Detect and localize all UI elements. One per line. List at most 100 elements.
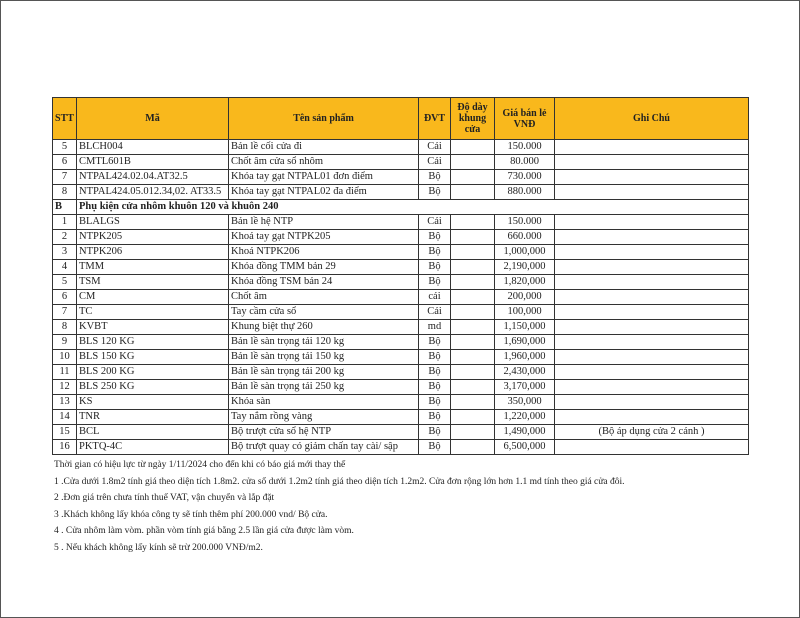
note-cell — [554, 334, 749, 350]
thickness-cell — [450, 304, 495, 320]
note-cell — [554, 139, 749, 155]
price-cell: 80.000 — [494, 154, 555, 170]
table-row: 6 CM Chốt âm cái 200,000 — [52, 289, 749, 305]
unit-cell: Bộ — [418, 409, 451, 425]
thickness-cell — [450, 184, 495, 200]
stt-cell: 10 — [52, 349, 77, 365]
table-header: STT Mã Tên sản phẩm ĐVT Độ dày khung cửa… — [52, 97, 749, 140]
note-cell — [554, 319, 749, 335]
code-cell: BLS 250 KG — [76, 379, 229, 395]
thickness-cell — [450, 439, 495, 455]
table-row: 8 NTPAL424.05.012.34,02. AT33.5 Khóa tay g… — [52, 184, 749, 200]
code-cell: KS — [76, 394, 229, 410]
thickness-cell — [450, 379, 495, 395]
unit-cell: Bộ — [418, 229, 451, 245]
product-name-cell: Tay nắm rồng vàng — [228, 409, 419, 425]
code-cell: BLCH004 — [76, 139, 229, 155]
thickness-cell — [450, 349, 495, 365]
stt-cell: 14 — [52, 409, 77, 425]
thickness-cell — [450, 394, 495, 410]
price-cell: 100,000 — [494, 304, 555, 320]
note-cell — [554, 349, 749, 365]
header-do-day: Độ dày khung cửa — [450, 97, 495, 140]
price-cell: 1,820,000 — [494, 274, 555, 290]
price-cell: 1,690,000 — [494, 334, 555, 350]
code-cell: TMM — [76, 259, 229, 275]
table-row: 12 BLS 250 KG Bản lề sàn trọng tải 250 kg B… — [52, 379, 749, 395]
note-cell — [554, 379, 749, 395]
product-name-cell: Bản lề sàn trọng tải 250 kg — [228, 379, 419, 395]
code-cell: CMTL601B — [76, 154, 229, 170]
price-cell: 2,430,000 — [494, 364, 555, 380]
price-cell: 150.000 — [494, 214, 555, 230]
table-row: 16 PKTQ-4C Bộ trượt quay có giảm chấn tay … — [52, 439, 749, 455]
price-cell: 3,170,000 — [494, 379, 555, 395]
thickness-cell — [450, 424, 495, 440]
code-cell: BLS 150 KG — [76, 349, 229, 365]
unit-cell: Bộ — [418, 379, 451, 395]
unit-cell: Bộ — [418, 244, 451, 260]
product-name-cell: Khoá NTPK206 — [228, 244, 419, 260]
thickness-cell — [450, 334, 495, 350]
note-cell — [554, 409, 749, 425]
product-name-cell: Khóa đồng TSM bản 24 — [228, 274, 419, 290]
unit-cell: Bộ — [418, 169, 451, 185]
table-row: 8 KVBT Khung biệt thự 260 md 1,150,000 — [52, 319, 749, 335]
table-row: 7 TC Tay cầm cửa sổ Cái 100,000 — [52, 304, 749, 320]
unit-cell: Cái — [418, 214, 451, 230]
stt-cell: 8 — [52, 319, 77, 335]
thickness-cell — [450, 274, 495, 290]
stt-cell: 5 — [52, 274, 77, 290]
price-cell: 1,960,000 — [494, 349, 555, 365]
unit-cell: Bộ — [418, 259, 451, 275]
note-cell — [554, 364, 749, 380]
price-cell: 730.000 — [494, 169, 555, 185]
note-cell — [554, 289, 749, 305]
unit-cell: Bộ — [418, 394, 451, 410]
note-2: 2 .Đơn giá trên chưa tính thuế VAT, vận … — [54, 493, 275, 503]
price-cell: 1,490,000 — [494, 424, 555, 440]
table-row: 14 TNR Tay nắm rồng vàng Bộ 1,220,000 — [52, 409, 749, 425]
code-cell: BLS 200 KG — [76, 364, 229, 380]
note-cell: (Bộ áp dụng cửa 2 cánh ) — [554, 424, 749, 440]
unit-cell: Bộ — [418, 424, 451, 440]
stt-cell: 7 — [52, 304, 77, 320]
header-ghi-chu: Ghi Chú — [554, 97, 749, 140]
note-1: 1 .Cửa dưới 1.8m2 tính giá theo diện tíc… — [54, 476, 625, 487]
code-cell: BLALGS — [76, 214, 229, 230]
stt-cell: 4 — [52, 259, 77, 275]
thickness-cell — [450, 319, 495, 335]
code-cell: BLS 120 KG — [76, 334, 229, 350]
code-cell: NTPAL424.05.012.34,02. AT33.5 — [76, 184, 229, 200]
code-cell: NTPAL424.02.04.AT32.5 — [76, 169, 229, 185]
product-name-cell: Bản lề sàn trọng tải 120 kg — [228, 334, 419, 350]
price-cell: 2,190,000 — [494, 259, 555, 275]
note-cell — [554, 274, 749, 290]
header-dvt: ĐVT — [418, 97, 451, 140]
table-row: 15 BCL Bộ trượt cửa sổ hệ NTP Bộ 1,490,000 (B… — [52, 424, 749, 440]
stt-cell: 6 — [52, 289, 77, 305]
code-cell: CM — [76, 289, 229, 305]
unit-cell: Bộ — [418, 349, 451, 365]
note-cell — [554, 184, 749, 200]
table-row: 11 BLS 200 KG Bản lề sàn trọng tải 200 kg B… — [52, 364, 749, 380]
header-stt: STT — [52, 97, 77, 140]
table-row: 3 NTPK206 Khoá NTPK206 Bộ 1,000,000 — [52, 244, 749, 260]
product-name-cell: Chốt âm cửa sổ nhôm — [228, 154, 419, 170]
table-row: 5 TSM Khóa đồng TSM bản 24 Bộ 1,820,000 — [52, 274, 749, 290]
table-row: 2 NTPK205 Khoá tay gạt NTPK205 Bộ 660.000 — [52, 229, 749, 245]
note-4: 4 . Cửa nhôm làm vòm. phần vòm tính giá … — [54, 526, 354, 536]
stt-cell: 11 — [52, 364, 77, 380]
stt-cell: 9 — [52, 334, 77, 350]
code-cell: NTPK205 — [76, 229, 229, 245]
code-cell: BCL — [76, 424, 229, 440]
header-gia: Giá bán lẻ VNĐ — [494, 97, 555, 140]
thickness-cell — [450, 229, 495, 245]
product-name-cell: Khóa tay gạt NTPAL02 đa điểm — [228, 184, 419, 200]
unit-cell: cái — [418, 289, 451, 305]
product-name-cell: Khóa tay gạt NTPAL01 đơn điểm — [228, 169, 419, 185]
note-cell — [554, 394, 749, 410]
note-3: 3 .Khách không lấy khóa công ty sẽ tính … — [54, 509, 328, 520]
stt-cell: 15 — [52, 424, 77, 440]
price-cell: 660.000 — [494, 229, 555, 245]
